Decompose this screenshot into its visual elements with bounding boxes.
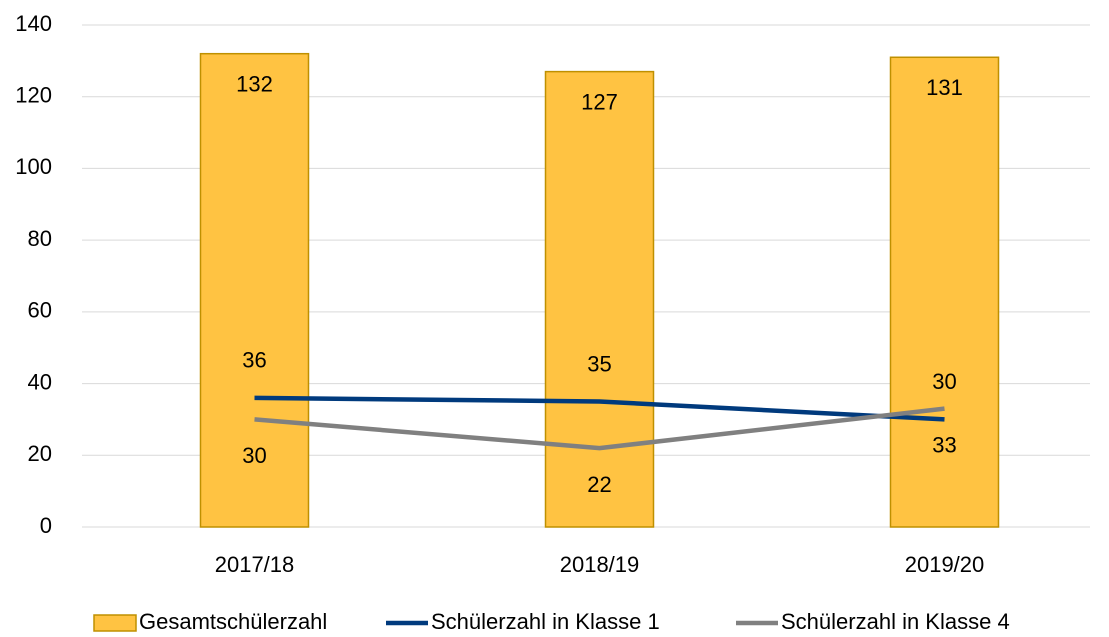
line — [254, 406, 945, 451]
y-tick-label: 100 — [15, 154, 52, 179]
data-label: 35 — [587, 351, 611, 376]
y-tick-label: 40 — [28, 369, 52, 394]
data-label: 131 — [926, 75, 963, 100]
data-label: 30 — [242, 443, 266, 468]
data-label: 127 — [581, 89, 618, 114]
legend-label: Schülerzahl in Klasse 4 — [781, 609, 1010, 634]
data-label: 33 — [932, 432, 956, 457]
y-tick-label: 60 — [28, 298, 52, 323]
y-tick-label: 20 — [28, 441, 52, 466]
x-tick-label: 2019/20 — [905, 552, 985, 577]
data-label: 132 — [236, 71, 273, 96]
data-label: 22 — [587, 472, 611, 497]
legend-label: Gesamtschülerzahl — [139, 609, 327, 634]
y-tick-label: 80 — [28, 226, 52, 251]
y-tick-label: 140 — [15, 11, 52, 36]
line — [254, 395, 945, 422]
y-tick-label: 0 — [40, 513, 52, 538]
legend-label: Schülerzahl in Klasse 1 — [431, 609, 660, 634]
legend-swatch — [93, 614, 137, 632]
bar — [544, 70, 655, 528]
bar — [199, 52, 310, 528]
bar — [889, 56, 1000, 528]
y-tick-label: 120 — [15, 83, 52, 108]
x-tick-label: 2018/19 — [560, 552, 640, 577]
x-tick-label: 2017/18 — [215, 552, 295, 577]
data-label: 36 — [242, 348, 266, 373]
data-label: 30 — [932, 369, 956, 394]
